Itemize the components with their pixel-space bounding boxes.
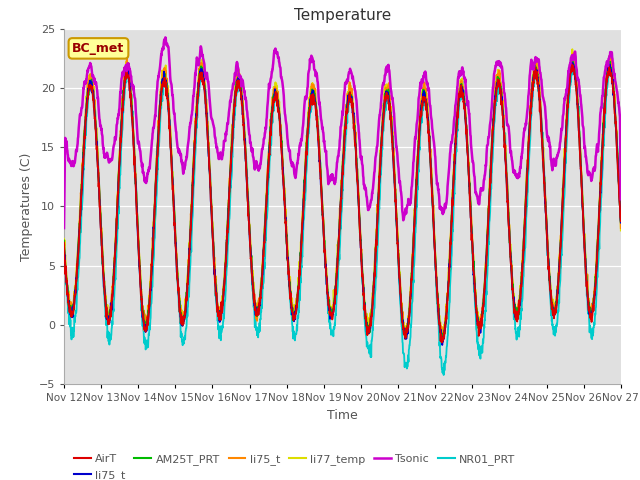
Y-axis label: Temperatures (C): Temperatures (C): [20, 152, 33, 261]
Title: Temperature: Temperature: [294, 9, 391, 24]
Legend: AirT, li75_t, AM25T_PRT, li75_t, li77_temp, Tsonic, NR01_PRT: AirT, li75_t, AM25T_PRT, li75_t, li77_te…: [70, 450, 520, 480]
X-axis label: Time: Time: [327, 408, 358, 421]
Text: BC_met: BC_met: [72, 42, 125, 55]
